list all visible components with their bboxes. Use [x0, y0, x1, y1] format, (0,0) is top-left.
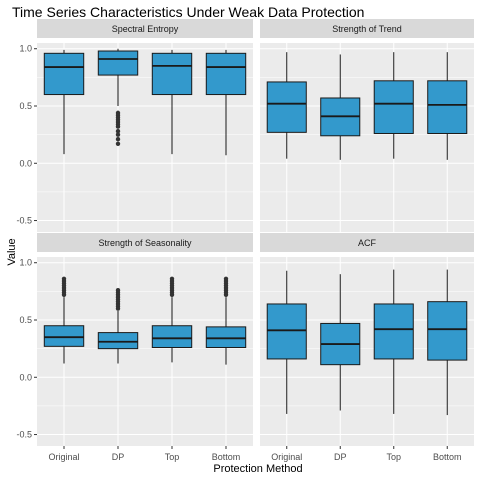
facet-strip-label: ACF — [358, 238, 377, 248]
y-tick-label: -0.5 — [16, 430, 32, 440]
box-iqr — [43, 52, 85, 96]
box-iqr — [266, 303, 307, 360]
y-tick-label: 0.0 — [19, 372, 32, 382]
x-axis-label: Protection Method — [213, 463, 302, 475]
x-tick-label: Original — [48, 452, 79, 462]
outlier-point — [115, 137, 121, 142]
panel-background — [37, 257, 253, 446]
y-tick-label: 0.5 — [19, 101, 32, 111]
outlier-point — [61, 276, 67, 281]
facet-strip — [260, 19, 474, 38]
y-tick-label: 0.5 — [19, 315, 32, 325]
facet-panel: Spectral Entropy -0.5 0.0 0.5 1.0 — [16, 19, 253, 232]
panel-background — [260, 43, 474, 232]
facet-strip-label: Strength of Trend — [332, 24, 402, 34]
y-tick-label: 0.0 — [19, 158, 32, 168]
x-tick-label: DP — [112, 452, 125, 462]
outlier-point — [115, 141, 121, 146]
x-tick-label: Original — [271, 452, 302, 462]
x-tick-label: Top — [386, 452, 401, 462]
box-iqr — [97, 50, 139, 76]
y-tick-label: 1.0 — [19, 258, 32, 268]
box-iqr — [427, 301, 468, 361]
facet-strip — [260, 233, 474, 252]
box-iqr — [97, 332, 139, 350]
box-iqr — [266, 81, 307, 133]
outlier-point — [115, 132, 121, 137]
x-tick-label: Bottom — [212, 452, 241, 462]
y-axis-label: Value — [6, 238, 18, 265]
facet-strip-label: Strength of Seasonality — [98, 238, 192, 248]
chart-title: Time Series Characteristics Under Weak D… — [12, 4, 364, 20]
outlier-point — [115, 288, 121, 293]
box-iqr — [151, 52, 193, 96]
outlier-point — [169, 276, 175, 281]
box-iqr — [205, 326, 247, 348]
box-iqr — [151, 325, 193, 348]
y-tick-label: 1.0 — [19, 44, 32, 54]
x-tick-label: Top — [165, 452, 180, 462]
facet-panel: Strength of Seasonality -0.5 0.0 0.5 1.0 Orig… — [16, 233, 253, 462]
outlier-point — [115, 129, 121, 134]
y-tick-label: -0.5 — [16, 216, 32, 226]
box-iqr — [205, 52, 247, 96]
facet-strip — [37, 19, 253, 38]
box-iqr — [373, 303, 414, 360]
facet-panel: ACF Original DP Top Bottom — [260, 233, 474, 462]
x-tick-label: Bottom — [433, 452, 462, 462]
facet-panel: Strength of Trend — [260, 19, 474, 232]
box-iqr — [43, 325, 85, 347]
box-iqr — [373, 80, 414, 134]
outlier-point — [223, 276, 229, 281]
facet-strip-label: Spectral Entropy — [112, 24, 179, 34]
facet-strip — [37, 233, 253, 252]
box-iqr — [427, 80, 468, 134]
x-tick-label: DP — [334, 452, 347, 462]
outlier-point — [115, 124, 121, 129]
